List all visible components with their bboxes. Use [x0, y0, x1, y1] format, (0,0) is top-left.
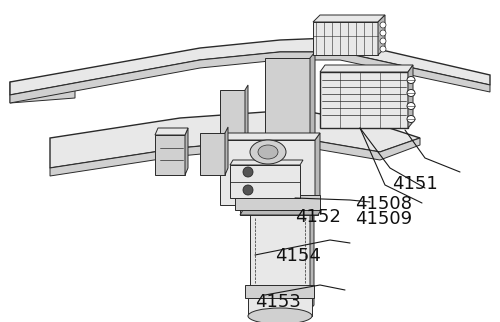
Ellipse shape [407, 102, 415, 109]
Ellipse shape [380, 38, 386, 44]
Polygon shape [408, 65, 413, 128]
Polygon shape [155, 128, 188, 135]
Polygon shape [185, 128, 188, 175]
Polygon shape [310, 200, 314, 310]
Polygon shape [310, 52, 315, 140]
Polygon shape [240, 210, 321, 215]
Ellipse shape [380, 46, 386, 52]
Text: 4154: 4154 [275, 247, 321, 265]
Text: 4153: 4153 [255, 293, 301, 311]
Polygon shape [155, 135, 185, 175]
Polygon shape [313, 15, 385, 22]
Polygon shape [320, 72, 408, 128]
Polygon shape [220, 133, 320, 140]
Polygon shape [320, 65, 413, 72]
Ellipse shape [407, 90, 415, 97]
Text: 4152: 4152 [295, 208, 341, 226]
Polygon shape [10, 52, 490, 103]
Polygon shape [245, 85, 248, 140]
Polygon shape [265, 58, 310, 140]
Polygon shape [313, 22, 378, 55]
Polygon shape [250, 205, 310, 310]
Polygon shape [10, 82, 75, 103]
Polygon shape [240, 205, 318, 215]
Text: 41509: 41509 [355, 210, 412, 228]
Ellipse shape [407, 77, 415, 83]
Polygon shape [230, 165, 300, 198]
Polygon shape [200, 133, 225, 175]
Polygon shape [315, 133, 320, 205]
Ellipse shape [258, 145, 278, 159]
Polygon shape [50, 112, 420, 168]
Text: 4151: 4151 [392, 175, 438, 193]
Polygon shape [50, 138, 420, 176]
Ellipse shape [380, 30, 386, 36]
Text: 41508: 41508 [355, 195, 412, 213]
Polygon shape [225, 127, 228, 175]
Polygon shape [220, 90, 245, 140]
Polygon shape [245, 285, 314, 298]
Ellipse shape [243, 185, 253, 195]
Ellipse shape [380, 22, 386, 28]
Polygon shape [230, 160, 303, 165]
Ellipse shape [243, 167, 253, 177]
Ellipse shape [407, 116, 415, 122]
Polygon shape [378, 15, 385, 55]
Polygon shape [220, 140, 315, 205]
Ellipse shape [248, 308, 312, 322]
Ellipse shape [250, 140, 286, 164]
Polygon shape [10, 38, 490, 95]
Polygon shape [235, 195, 320, 210]
Polygon shape [248, 298, 312, 316]
